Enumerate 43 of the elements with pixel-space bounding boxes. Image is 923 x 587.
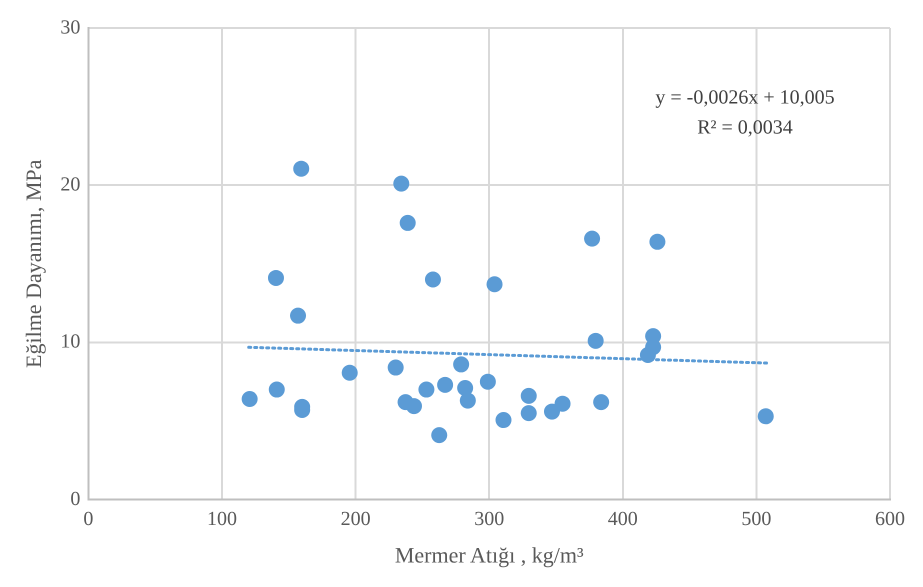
point bbox=[268, 270, 284, 286]
x-tick-label: 600 bbox=[875, 508, 905, 530]
point bbox=[460, 392, 476, 409]
point bbox=[293, 160, 310, 177]
x-axis-title: Mermer Atığı , kg/m³ bbox=[394, 542, 584, 568]
y-axis-title: Eğilme Dayanımı, MPa bbox=[20, 159, 46, 368]
point bbox=[418, 382, 434, 398]
x-tick-label: 200 bbox=[340, 508, 371, 530]
point bbox=[437, 376, 454, 393]
point bbox=[520, 388, 537, 404]
point bbox=[554, 396, 571, 412]
annotation: y = -0,0026x + 10,005 bbox=[655, 86, 835, 108]
point bbox=[649, 234, 666, 250]
x-tick-label: 400 bbox=[608, 508, 638, 530]
x-tick-label: 100 bbox=[207, 508, 237, 530]
point bbox=[431, 427, 448, 444]
annotation: R² = 0,0034 bbox=[697, 116, 793, 138]
y-tick-label: 10 bbox=[60, 330, 80, 353]
point bbox=[593, 394, 610, 410]
y-tick-label: 20 bbox=[60, 173, 80, 196]
x-tick-label: 500 bbox=[741, 508, 772, 530]
point bbox=[424, 272, 441, 288]
point bbox=[406, 398, 422, 414]
point bbox=[544, 404, 560, 420]
point bbox=[495, 412, 512, 428]
point bbox=[758, 408, 774, 424]
point bbox=[584, 230, 600, 247]
point bbox=[520, 405, 537, 422]
point bbox=[290, 308, 306, 324]
point bbox=[453, 356, 470, 372]
point bbox=[268, 382, 285, 398]
point bbox=[400, 214, 416, 231]
point bbox=[242, 390, 258, 407]
point bbox=[393, 176, 410, 192]
point bbox=[480, 374, 496, 390]
point bbox=[588, 332, 604, 349]
y-tick-label: 30 bbox=[60, 16, 80, 38]
point bbox=[388, 360, 404, 376]
x-tick-label: 300 bbox=[474, 508, 504, 530]
point bbox=[486, 276, 503, 292]
point bbox=[640, 346, 656, 363]
y-tick-label: 0 bbox=[70, 488, 80, 510]
point bbox=[342, 364, 358, 381]
